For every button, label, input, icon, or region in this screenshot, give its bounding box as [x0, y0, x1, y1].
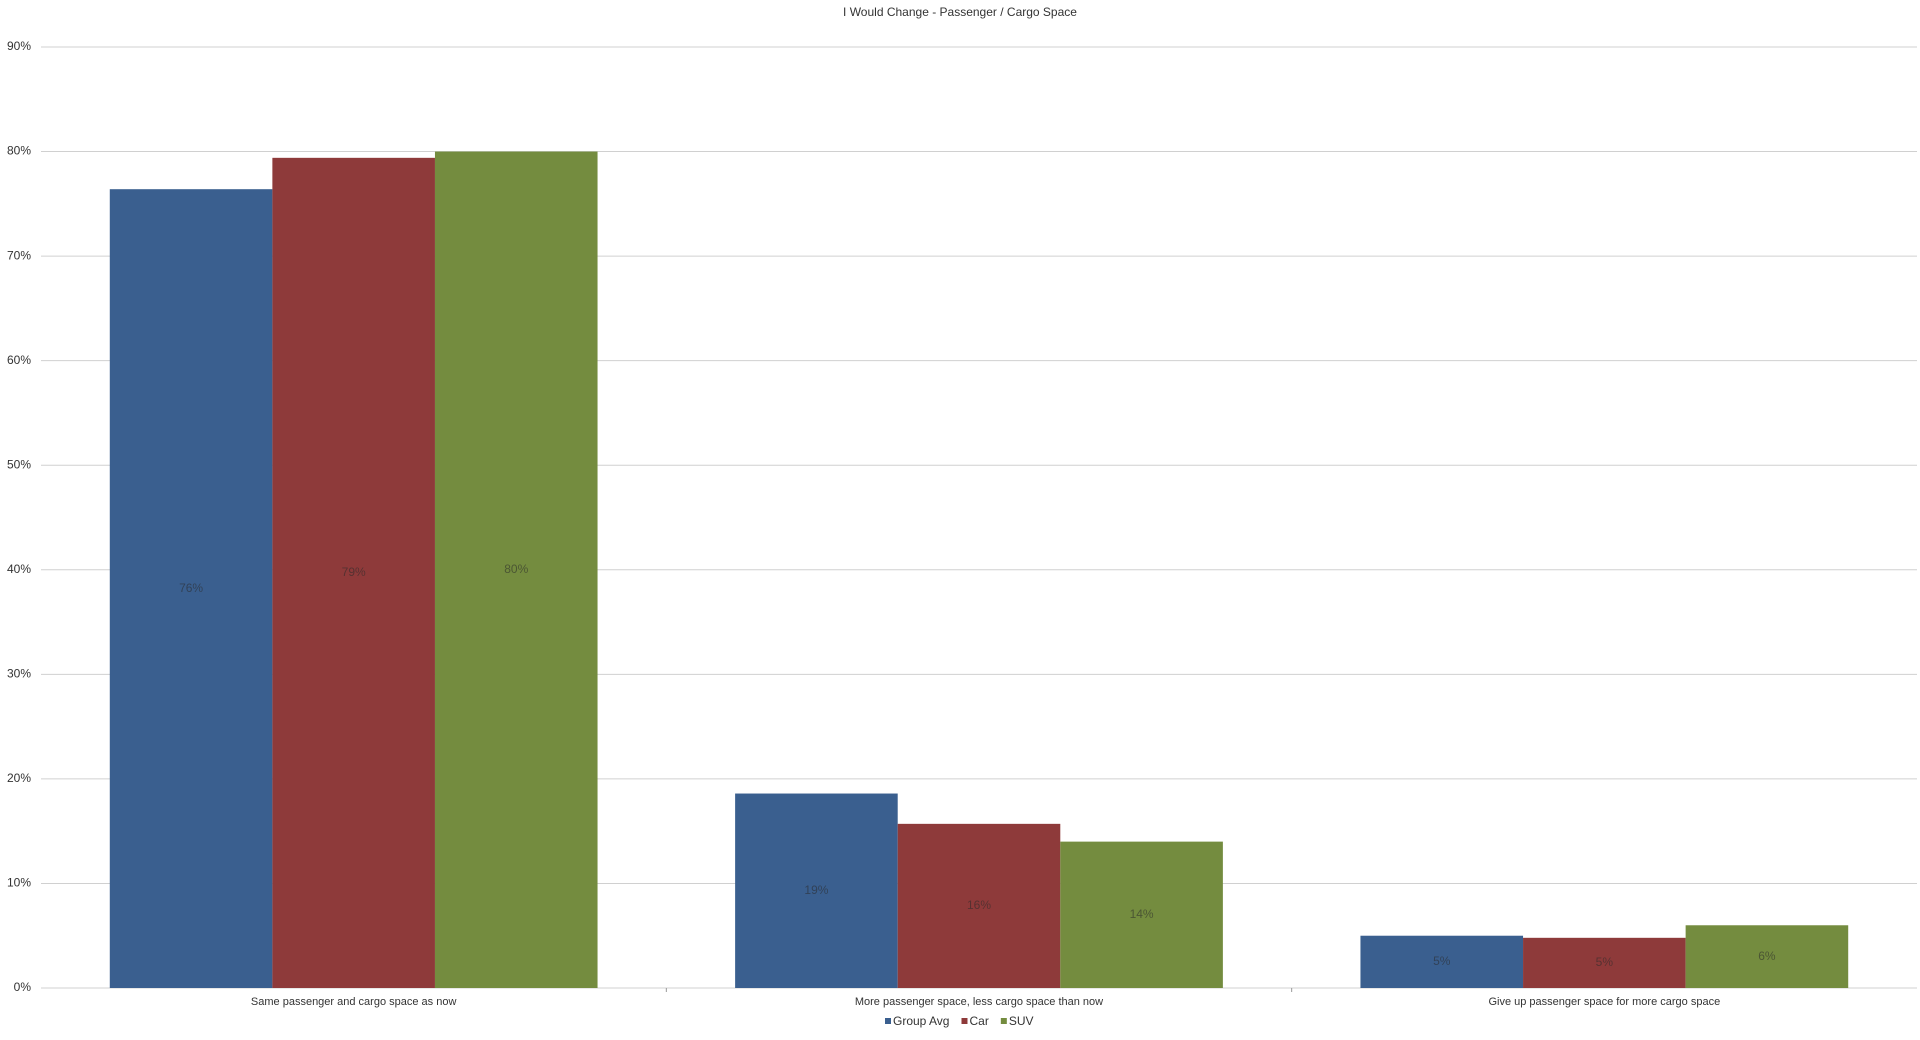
y-tick-label: 60%: [7, 353, 31, 367]
data-label: 19%: [804, 883, 828, 897]
chart-title: I Would Change - Passenger / Cargo Space: [843, 5, 1077, 19]
x-tick-label: More passenger space, less cargo space t…: [855, 996, 1103, 1008]
legend-label: Group Avg: [893, 1014, 949, 1028]
data-label: 5%: [1596, 955, 1614, 969]
y-tick-label: 50%: [7, 457, 31, 471]
bar: [1685, 925, 1849, 988]
data-label: 14%: [1130, 907, 1154, 921]
y-tick-label: 0%: [14, 980, 32, 994]
y-tick-label: 90%: [7, 39, 31, 53]
legend-swatch: [1000, 1018, 1007, 1024]
data-label: 6%: [1758, 949, 1776, 963]
bar: [1360, 935, 1524, 988]
data-label: 79%: [342, 565, 366, 579]
legend-swatch: [961, 1018, 968, 1024]
legend-swatch: [885, 1018, 891, 1024]
y-tick-label: 30%: [7, 667, 31, 681]
x-tick-label: Give up passenger space for more cargo s…: [1488, 996, 1720, 1008]
legend-label: SUV: [1009, 1014, 1034, 1028]
data-label: 5%: [1433, 954, 1451, 968]
bar: [1060, 841, 1223, 988]
data-label: 80%: [504, 562, 528, 576]
data-label: 76%: [179, 581, 203, 595]
legend-label: Car: [969, 1014, 988, 1028]
bar: [735, 793, 898, 988]
bar: [434, 151, 598, 989]
bar: [272, 157, 435, 989]
y-tick-label: 40%: [7, 562, 31, 576]
y-tick-label: 20%: [7, 771, 31, 785]
y-tick-label: 10%: [7, 876, 31, 890]
x-tick-label: Same passenger and cargo space as now: [251, 996, 457, 1008]
bar: [1523, 937, 1686, 988]
y-tick-label: 80%: [7, 144, 31, 158]
bar: [897, 823, 1061, 988]
bar: [109, 189, 273, 988]
data-label: 16%: [967, 898, 991, 912]
y-tick-label: 70%: [7, 248, 31, 262]
